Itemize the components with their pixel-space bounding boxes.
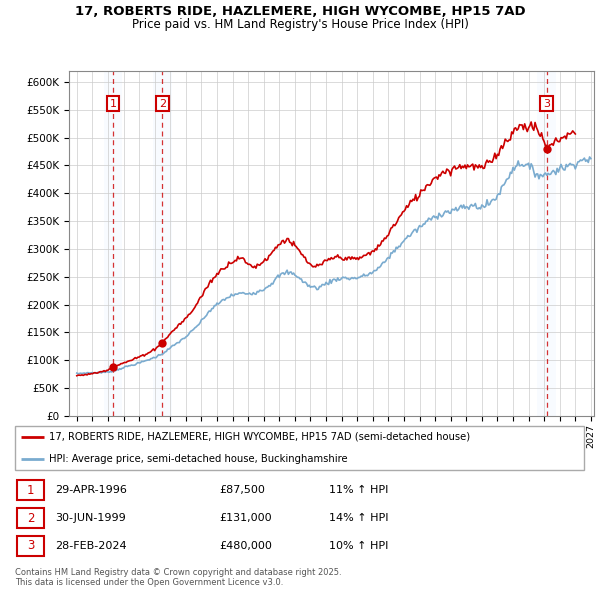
Text: 29-APR-1996: 29-APR-1996 (55, 485, 127, 495)
Text: 14% ↑ HPI: 14% ↑ HPI (329, 513, 388, 523)
Text: £480,000: £480,000 (220, 541, 272, 551)
Text: 2: 2 (159, 99, 166, 109)
Text: 11% ↑ HPI: 11% ↑ HPI (329, 485, 388, 495)
FancyBboxPatch shape (15, 425, 584, 470)
Bar (537, 71, 556, 416)
Text: 2: 2 (26, 512, 34, 525)
Text: Contains HM Land Registry data © Crown copyright and database right 2025.
This d: Contains HM Land Registry data © Crown c… (15, 568, 341, 587)
Text: 1: 1 (110, 99, 116, 109)
Bar (153, 71, 172, 416)
Text: 3: 3 (27, 539, 34, 552)
Text: 28-FEB-2024: 28-FEB-2024 (55, 541, 127, 551)
Text: Price paid vs. HM Land Registry's House Price Index (HPI): Price paid vs. HM Land Registry's House … (131, 18, 469, 31)
FancyBboxPatch shape (17, 509, 44, 527)
Text: 17, ROBERTS RIDE, HAZLEMERE, HIGH WYCOMBE, HP15 7AD (semi-detached house): 17, ROBERTS RIDE, HAZLEMERE, HIGH WYCOMB… (49, 432, 470, 442)
Text: £87,500: £87,500 (220, 485, 265, 495)
Text: 10% ↑ HPI: 10% ↑ HPI (329, 541, 388, 551)
FancyBboxPatch shape (17, 536, 44, 556)
Text: HPI: Average price, semi-detached house, Buckinghamshire: HPI: Average price, semi-detached house,… (49, 454, 348, 464)
Bar (104, 71, 122, 416)
Text: 30-JUN-1999: 30-JUN-1999 (55, 513, 126, 523)
Text: 17, ROBERTS RIDE, HAZLEMERE, HIGH WYCOMBE, HP15 7AD: 17, ROBERTS RIDE, HAZLEMERE, HIGH WYCOMB… (74, 5, 526, 18)
Text: 1: 1 (26, 484, 34, 497)
Text: £131,000: £131,000 (220, 513, 272, 523)
Text: 3: 3 (543, 99, 550, 109)
FancyBboxPatch shape (17, 480, 44, 500)
